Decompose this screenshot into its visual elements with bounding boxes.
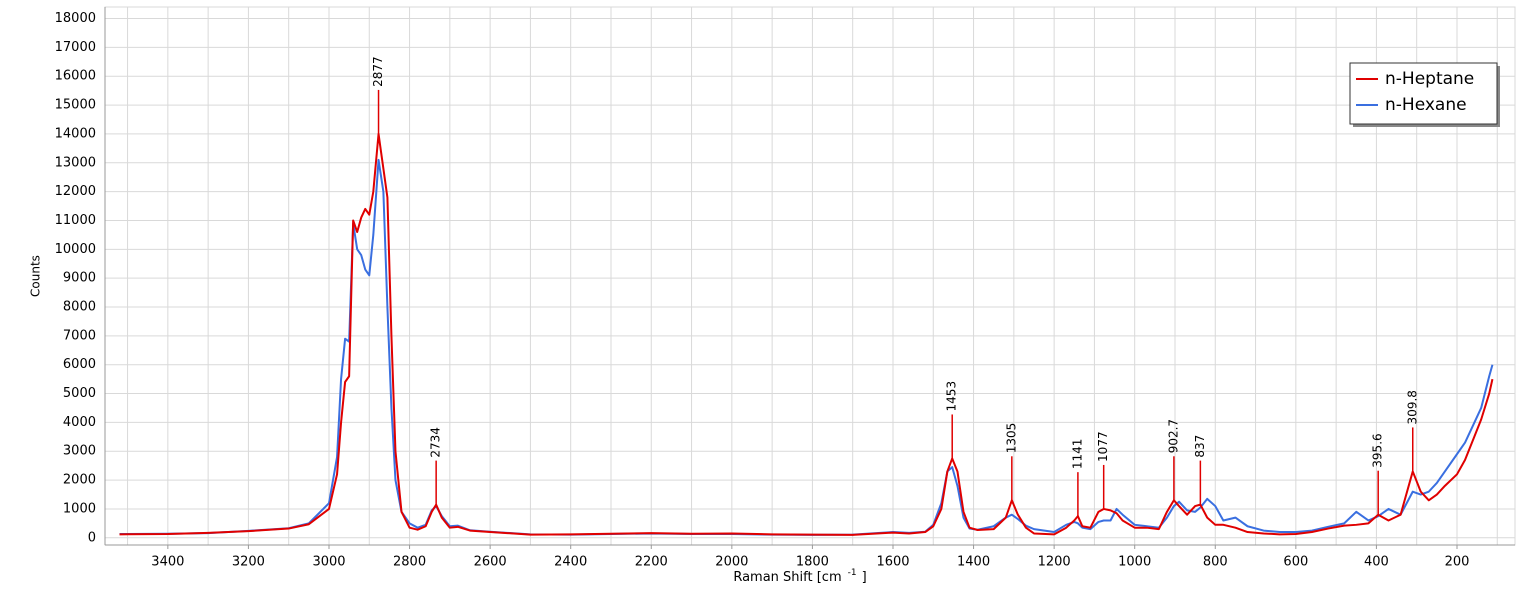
plot-frame [104, 6, 1516, 546]
y-tick-label: 12000 [55, 184, 96, 199]
y-tick-label: 14000 [55, 126, 96, 141]
x-tick-label: 200 [1445, 555, 1470, 570]
x-tick-label: 1600 [876, 555, 909, 570]
x-tick-label: 2800 [393, 555, 426, 570]
series-line [119, 132, 1494, 536]
x-axis-label-end: ] [862, 570, 867, 585]
y-tick-label: 1000 [63, 501, 96, 516]
legend-box [1349, 62, 1498, 125]
y-tick-label: 13000 [55, 155, 96, 170]
x-axis-label-text: Raman Shift [cm [733, 570, 841, 585]
peak-label: 2877 [371, 56, 385, 87]
y-tick-label: 2000 [63, 473, 96, 488]
x-tick-label: 3400 [151, 555, 184, 570]
grid [105, 7, 1515, 545]
y-tick-label: 11000 [55, 213, 96, 228]
peak-label: 1141 [1070, 439, 1084, 470]
peak-label: 2734 [429, 427, 443, 458]
legend-label: n-Hexane [1385, 95, 1467, 115]
peak-label: 1453 [945, 381, 959, 412]
x-tick-label: 1000 [1118, 555, 1151, 570]
peak-label: 1305 [1004, 423, 1018, 454]
x-tick-label: 800 [1203, 555, 1228, 570]
x-tick-label: 3200 [232, 555, 265, 570]
y-tick-label: 3000 [63, 444, 96, 459]
y-tick-label: 6000 [63, 357, 96, 372]
x-tick-label: 2600 [474, 555, 507, 570]
y-tick-label: 9000 [63, 271, 96, 286]
y-tick-label: 15000 [55, 98, 96, 113]
y-tick-label: 17000 [55, 40, 96, 55]
peak-label: 837 [1193, 435, 1207, 458]
x-tick-label: 2000 [715, 555, 748, 570]
series-line [119, 158, 1494, 536]
y-tick-label: 18000 [55, 11, 96, 26]
y-axis-label: Counts [29, 255, 43, 297]
peak-label: 395.6 [1371, 433, 1385, 467]
x-tick-label: 2400 [554, 555, 587, 570]
legend-label: n-Heptane [1385, 69, 1474, 89]
y-tick-label: 7000 [63, 328, 96, 343]
x-tick-label: 400 [1364, 555, 1389, 570]
x-tick-label: 1400 [957, 555, 990, 570]
x-tick-label: 1200 [1038, 555, 1071, 570]
y-tick-label: 0 [88, 530, 96, 545]
y-tick-label: 10000 [55, 242, 96, 257]
y-tick-label: 16000 [55, 69, 96, 84]
peak-label: 309.8 [1405, 390, 1419, 424]
y-tick-label: 4000 [63, 415, 96, 430]
peak-label: 902.7 [1166, 419, 1180, 453]
y-tick-label: 5000 [63, 386, 96, 401]
peak-label: 1077 [1096, 431, 1110, 462]
x-axis-label-sup: -1 [848, 568, 857, 578]
x-tick-label: 3000 [312, 555, 345, 570]
x-tick-label: 600 [1283, 555, 1308, 570]
x-tick-label: 1800 [796, 555, 829, 570]
x-axis-label: Raman Shift [cm -1] [733, 568, 866, 585]
y-tick-label: 8000 [63, 300, 96, 315]
x-tick-label: 2200 [635, 555, 668, 570]
